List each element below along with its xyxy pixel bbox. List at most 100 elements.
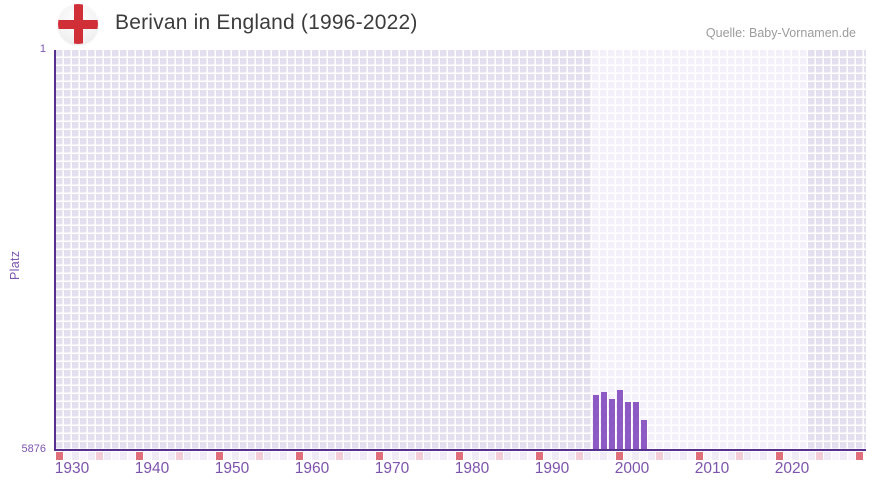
y-axis-line [54,50,56,451]
timeline-cell [824,452,831,460]
timeline-cell [768,452,775,460]
timeline-cell [120,452,127,460]
timeline-cell [664,452,671,460]
chart-bar-2001 [633,401,639,449]
timeline-cell [272,452,279,460]
x-tick-label-1940: 1940 [134,460,170,477]
timeline-cell [336,452,343,460]
timeline-cell [128,452,135,460]
timeline-cell [832,452,839,460]
timeline-cell [600,452,607,460]
chart-bar-1999 [617,390,623,449]
timeline-cell [280,452,287,460]
timeline-cell [792,452,799,460]
timeline-cell [104,452,111,460]
timeline-cell [776,452,783,460]
timeline-cell [432,452,439,460]
timeline-cell [64,452,71,460]
timeline-cell [360,452,367,460]
timeline-cell [112,452,119,460]
england-flag-icon [58,4,98,44]
timeline-cell [232,452,239,460]
timeline-cell [256,452,263,460]
timeline-cell [440,452,447,460]
timeline-cell [800,452,807,460]
timeline-cell [168,452,175,460]
x-tick-label-2020: 2020 [774,460,810,477]
timeline-cell [608,452,615,460]
timeline-cell [544,452,551,460]
timeline-cell [688,452,695,460]
x-tick-label-1990: 1990 [534,460,570,477]
timeline-cell [88,452,95,460]
timeline-cell [736,452,743,460]
timeline-cell [304,452,311,460]
timeline-cell [296,452,303,460]
timeline-cell [216,452,223,460]
x-tick-label-1970: 1970 [374,460,410,477]
chart-bar-2000 [625,401,631,449]
source-credit-link[interactable]: Quelle: Baby-Vornamen.de [705,26,856,40]
timeline-cell [528,452,535,460]
timeline-cell [392,452,399,460]
y-tick-top: 1 [39,43,46,55]
x-tick-label-1960: 1960 [294,460,330,477]
timeline-cell [56,452,63,460]
timeline-cell [512,452,519,460]
timeline-cell [840,452,847,460]
timeline-cell [352,452,359,460]
timeline-cell [144,452,151,460]
timeline-cell [648,452,655,460]
timeline-cell [448,452,455,460]
timeline-cell [192,452,199,460]
timeline-cell [760,452,767,460]
timeline-cell [536,452,543,460]
timeline-cell [656,452,663,460]
chart-bar-2002 [641,419,647,449]
timeline-cell [704,452,711,460]
timeline-cell [400,452,407,460]
timeline-cell [680,452,687,460]
timeline-cell [720,452,727,460]
timeline-cell [592,452,599,460]
highlight-band [592,50,808,450]
timeline-cell [80,452,87,460]
timeline-cell [288,452,295,460]
timeline-cell [248,452,255,460]
timeline-cell [368,452,375,460]
x-tick-labels: 1930 1940 1950 1960 1970 1980 1990 2000 2010 2020 [54,460,866,484]
timeline-cell [96,452,103,460]
timeline-cell [616,452,623,460]
timeline-cell [136,452,143,460]
timeline-cell [816,452,823,460]
chart-bar-1996 [593,394,599,449]
timeline-cell [472,452,479,460]
y-axis-label: Platz [8,250,22,280]
x-tick-label-1980: 1980 [454,460,490,477]
timeline-cell [848,452,855,460]
timeline-cell [464,452,471,460]
timeline-cell [856,452,863,460]
page-title: Berivan in England (1996-2022) [115,11,418,34]
x-tick-label-1930: 1930 [54,460,90,477]
timeline-cell [424,452,431,460]
timeline-cell [224,452,231,460]
timeline-cell [552,452,559,460]
timeline-cell [320,452,327,460]
x-tick-label-2000: 2000 [614,460,650,477]
timeline-cell [328,452,335,460]
timeline-strip [56,452,866,460]
timeline-cell [200,452,207,460]
timeline-cell [728,452,735,460]
timeline-cell [672,452,679,460]
timeline-cell [208,452,215,460]
timeline-cell [744,452,751,460]
timeline-cell [520,452,527,460]
timeline-cell [72,452,79,460]
timeline-cell [152,452,159,460]
timeline-cell [496,452,503,460]
x-tick-label-1950: 1950 [214,460,250,477]
flag-cross-horizontal [58,19,98,29]
timeline-cell [784,452,791,460]
